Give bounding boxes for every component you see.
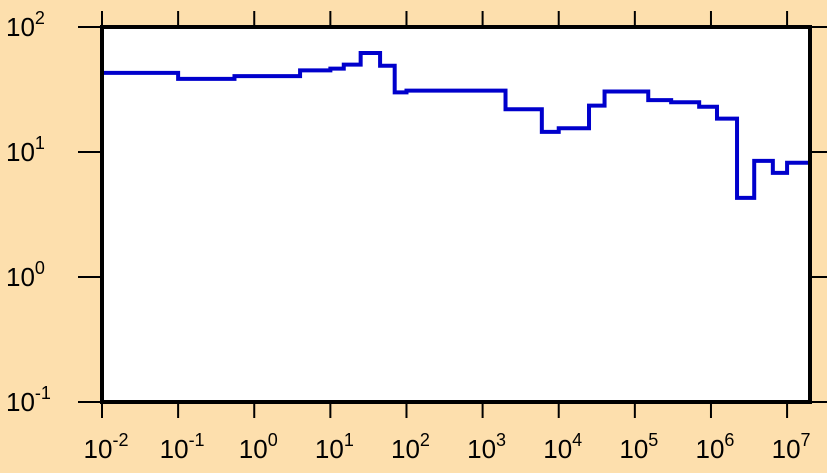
y-ticks	[78, 26, 827, 403]
x-tick-label: 106	[695, 430, 734, 464]
x-tick-label: 102	[391, 430, 430, 464]
x-tick-label: 104	[543, 430, 582, 464]
y-tick-labels: 10-1 100 101 102	[6, 8, 51, 417]
x-tick-label: 103	[467, 430, 506, 464]
y-tick-label: 100	[6, 258, 45, 292]
plot-area	[102, 27, 810, 402]
x-tick-label: 100	[239, 430, 278, 464]
x-tick-label: 105	[619, 430, 658, 464]
x-tick-label: 10-2	[84, 430, 129, 464]
y-tick-label: 101	[6, 133, 45, 167]
x-ticks	[101, 11, 789, 418]
y-tick-label: 102	[6, 8, 45, 42]
x-tick-label: 101	[315, 430, 354, 464]
x-tick-label: 10-1	[160, 430, 205, 464]
y-tick-label: 10-1	[6, 383, 51, 417]
series-step-line	[100, 50, 812, 402]
x-tick-labels: 10-2 10-1 100 101 102 103 104 105 106 107	[84, 430, 811, 464]
plot-frame	[100, 25, 812, 404]
x-tick-label: 107	[772, 430, 811, 464]
